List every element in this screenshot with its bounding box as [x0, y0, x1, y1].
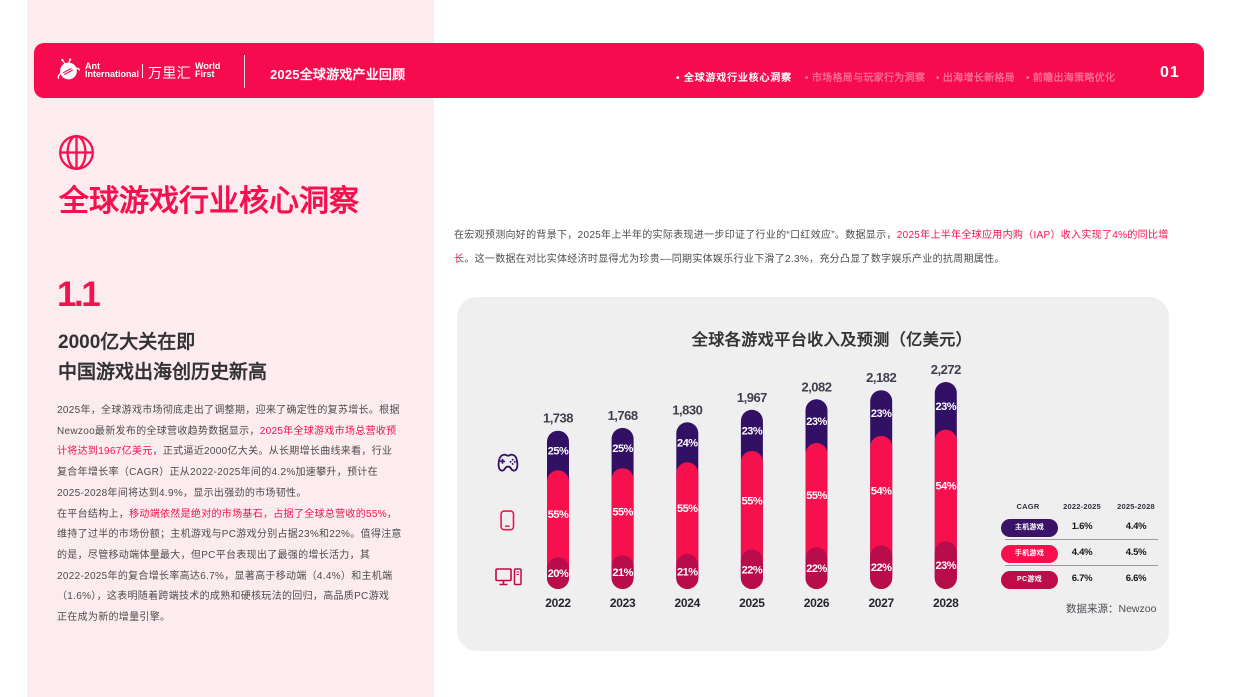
- svg-text:25%: 25%: [548, 446, 569, 458]
- svg-text:1,768: 1,768: [608, 408, 638, 423]
- svg-text:54%: 54%: [871, 486, 892, 498]
- svg-text:55%: 55%: [548, 509, 569, 521]
- svg-text:21%: 21%: [612, 567, 633, 579]
- svg-text:22%: 22%: [806, 563, 827, 575]
- svg-text:55%: 55%: [806, 490, 827, 502]
- svg-text:24%: 24%: [677, 437, 698, 449]
- svg-text:22%: 22%: [742, 564, 763, 576]
- svg-text:23%: 23%: [871, 408, 892, 420]
- svg-text:2027: 2027: [868, 596, 894, 610]
- svg-text:1,830: 1,830: [672, 402, 702, 417]
- svg-text:55%: 55%: [612, 507, 633, 519]
- svg-text:2025: 2025: [739, 596, 765, 610]
- svg-text:54%: 54%: [936, 481, 957, 493]
- svg-text:2022: 2022: [545, 596, 571, 610]
- svg-text:1,967: 1,967: [737, 390, 767, 405]
- svg-text:2026: 2026: [804, 596, 830, 610]
- svg-text:23%: 23%: [936, 560, 957, 572]
- svg-text:22%: 22%: [871, 562, 892, 574]
- svg-text:23%: 23%: [806, 416, 827, 428]
- svg-text:2023: 2023: [610, 596, 636, 610]
- svg-text:1,738: 1,738: [543, 411, 573, 426]
- svg-text:55%: 55%: [742, 495, 763, 507]
- svg-text:25%: 25%: [612, 443, 633, 455]
- svg-text:55%: 55%: [677, 503, 698, 515]
- svg-text:2028: 2028: [933, 596, 959, 610]
- svg-text:2,182: 2,182: [866, 370, 896, 385]
- svg-text:23%: 23%: [936, 401, 957, 413]
- svg-text:20%: 20%: [548, 568, 569, 580]
- svg-text:2024: 2024: [675, 596, 701, 610]
- svg-text:2,082: 2,082: [801, 379, 831, 394]
- svg-text:23%: 23%: [742, 425, 763, 437]
- svg-text:2,272: 2,272: [931, 362, 961, 377]
- svg-text:21%: 21%: [677, 567, 698, 579]
